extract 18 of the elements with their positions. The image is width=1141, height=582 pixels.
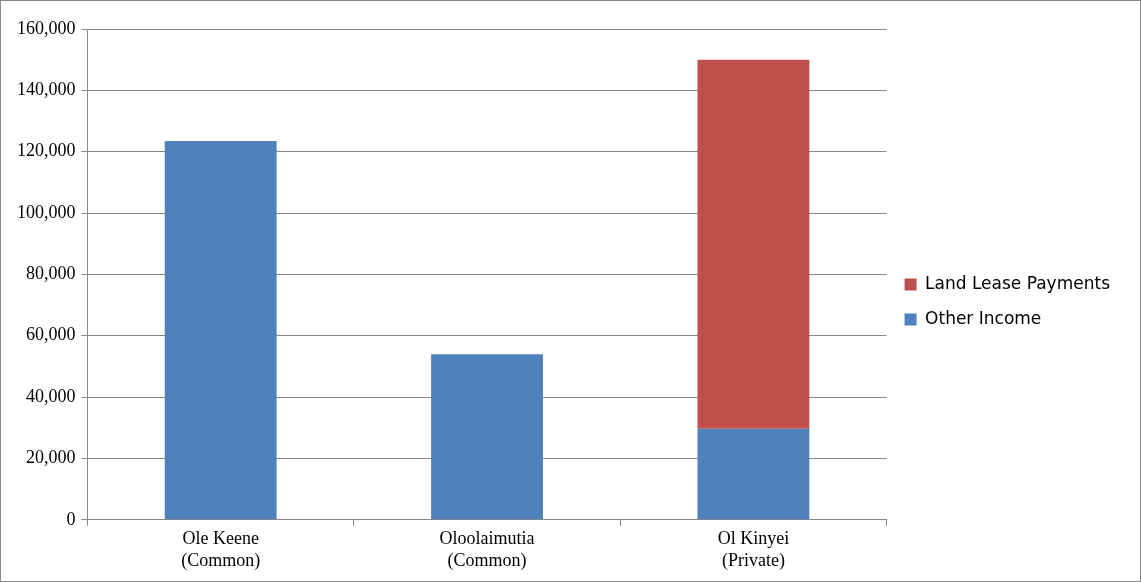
y-tick-label: 140,000 [17, 79, 76, 100]
bar [697, 428, 810, 520]
y-tick-label: 0 [66, 508, 76, 529]
y-tick-label: 80,000 [26, 263, 76, 284]
legend-label: Other Income [925, 307, 1042, 328]
bar [431, 354, 543, 520]
y-tick-label: 160,000 [17, 17, 76, 38]
x-tick-label: Ole Keene (Common) [181, 528, 261, 571]
x-tick-label: Oloolaimutia (Common) [439, 528, 535, 571]
y-tick-label: 40,000 [26, 385, 76, 406]
y-tick-label: 100,000 [17, 201, 76, 222]
y-tick-label: 60,000 [26, 324, 76, 345]
y-tick-label: 20,000 [26, 447, 76, 468]
bar [697, 59, 810, 429]
legend-label: Land Lease Payments [925, 272, 1111, 293]
y-tick-label: 120,000 [17, 140, 76, 161]
x-tick-label: Ol Kinyei (Private) [717, 528, 790, 571]
bar [164, 140, 277, 520]
